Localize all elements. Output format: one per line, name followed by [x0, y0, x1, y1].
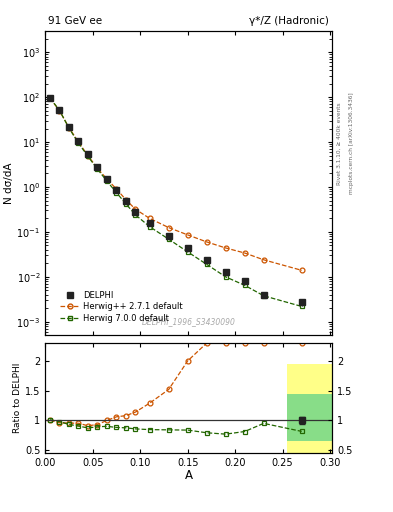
Text: γ*/Z (Hadronic): γ*/Z (Hadronic) — [249, 16, 329, 26]
Text: mcplots.cern.ch [arXiv:1306.3436]: mcplots.cern.ch [arXiv:1306.3436] — [349, 93, 354, 194]
Bar — [287, 394, 332, 441]
Bar — [287, 364, 332, 453]
Text: 91 GeV ee: 91 GeV ee — [48, 16, 102, 26]
Y-axis label: N dσ/dA: N dσ/dA — [4, 162, 14, 204]
Text: Rivet 3.1.10, ≥ 400k events: Rivet 3.1.10, ≥ 400k events — [336, 102, 341, 185]
Text: DELPHI_1996_S3430090: DELPHI_1996_S3430090 — [142, 317, 235, 326]
Y-axis label: Ratio to DELPHI: Ratio to DELPHI — [13, 363, 22, 433]
Legend: DELPHI, Herwig++ 2.7.1 default, Herwig 7.0.0 default: DELPHI, Herwig++ 2.7.1 default, Herwig 7… — [58, 288, 185, 325]
X-axis label: A: A — [185, 470, 193, 482]
